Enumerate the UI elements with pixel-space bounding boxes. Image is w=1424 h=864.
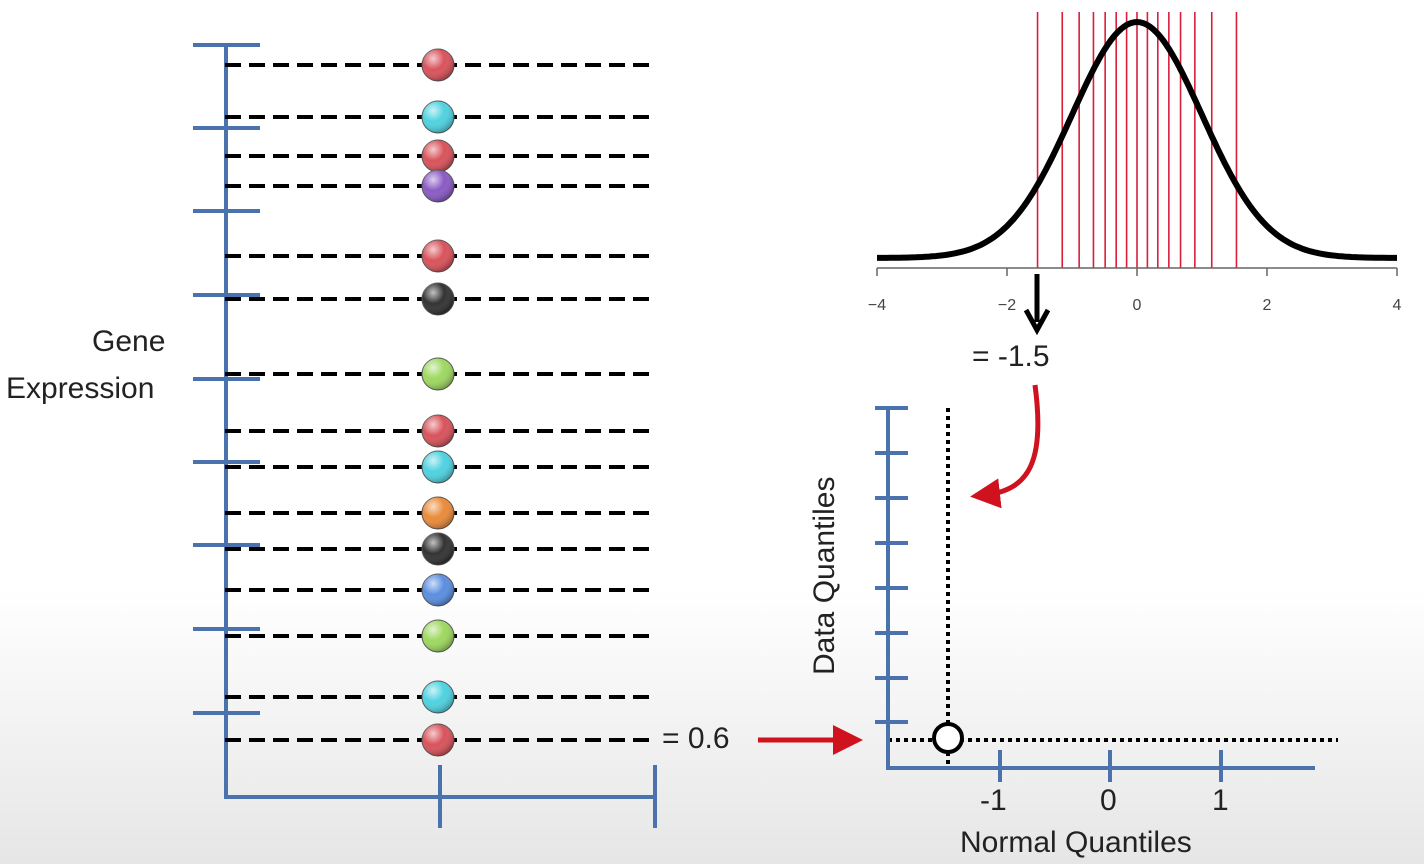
gene-point-shine	[422, 451, 454, 483]
gene-point-shine	[422, 724, 454, 756]
curved-arrow-icon	[970, 384, 1041, 509]
gene-point-shine	[422, 574, 454, 606]
gene-point-shine	[422, 681, 454, 713]
gene-point-shine	[422, 240, 454, 272]
qq-ylabel: Data Quantiles	[808, 476, 841, 675]
normal-x-tick-label: 0	[1133, 297, 1142, 314]
gene-point-shine	[422, 140, 454, 172]
data-value-label: = 0.6	[662, 722, 730, 755]
gene-point-shine	[422, 170, 454, 202]
gene-label: Gene	[92, 325, 166, 358]
gene-point-shine	[422, 358, 454, 390]
normal-x-tick-label: 4	[1393, 297, 1402, 314]
qq-xlabel: Normal Quantiles	[960, 826, 1192, 859]
gene-point-shine	[422, 415, 454, 447]
gene-point-shine	[422, 101, 454, 133]
normal-x-tick-label: −4	[868, 297, 886, 314]
qq-axes	[886, 408, 1315, 770]
gene-point-shine	[422, 283, 454, 315]
down-arrow-icon	[1023, 308, 1051, 336]
gene-point-shine	[422, 533, 454, 565]
gene-point-shine	[422, 49, 454, 81]
gene-point-shine	[422, 620, 454, 652]
qq-xtick: 1	[1212, 784, 1229, 817]
qq-xtick: -1	[980, 784, 1007, 817]
gene-point-shine	[422, 497, 454, 529]
qq-xtick: 0	[1100, 784, 1117, 817]
normal-x-tick-label: −2	[998, 297, 1016, 314]
qq-point	[932, 722, 964, 754]
normal-x-tick-label: 2	[1263, 297, 1272, 314]
expression-label: Expression	[6, 372, 155, 405]
normal-curve	[877, 18, 1397, 261]
normal-quantile-value-label: = -1.5	[972, 340, 1050, 373]
